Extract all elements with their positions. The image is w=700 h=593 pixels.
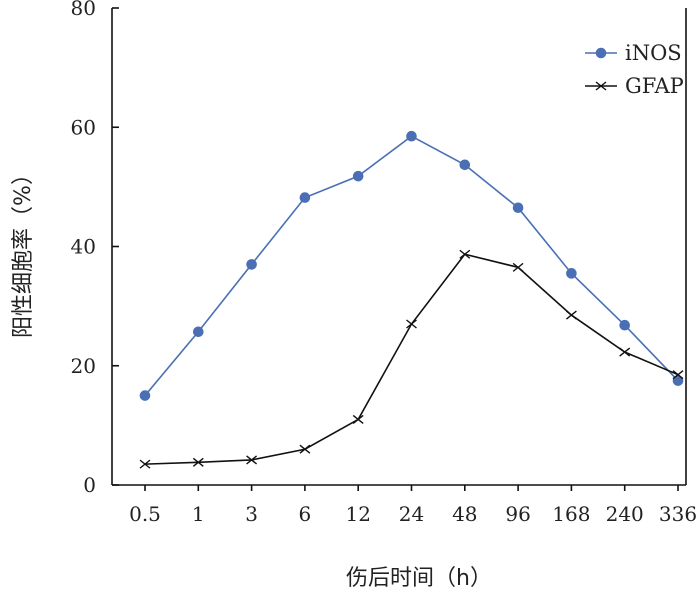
x-tick-label: 336 xyxy=(659,502,697,526)
x-tick-label: 3 xyxy=(245,502,258,526)
x-tick-label: 168 xyxy=(552,502,590,526)
chart-axes xyxy=(111,8,687,486)
legend-label: iNOS xyxy=(625,41,682,65)
chart-legend: iNOS GFAP xyxy=(585,41,684,98)
series-inos xyxy=(139,130,684,401)
data-point-gfap xyxy=(565,310,577,320)
x-tick-label: 240 xyxy=(606,502,644,526)
x-axis-label: 伤后时间（h） xyxy=(346,566,492,591)
series-gfap xyxy=(139,249,684,469)
legend-swatch-marker xyxy=(595,47,607,59)
x-marker-stroke xyxy=(246,455,258,465)
x-tick-label: 6 xyxy=(299,502,312,526)
data-point-gfap xyxy=(352,414,364,424)
legend-item-inos: iNOS xyxy=(585,41,682,65)
x-tick-label: 96 xyxy=(505,502,530,526)
x-marker-stroke xyxy=(352,414,364,424)
data-point-inos xyxy=(672,375,684,386)
data-point-inos xyxy=(139,390,151,401)
data-point-inos xyxy=(619,319,631,331)
data-point-gfap xyxy=(246,455,258,465)
data-point-gfap xyxy=(459,249,471,259)
chart-series xyxy=(139,130,684,469)
y-tick-label: 20 xyxy=(71,354,96,378)
data-point-gfap xyxy=(192,457,204,467)
x-marker-stroke xyxy=(512,262,524,272)
data-point-inos xyxy=(566,268,577,279)
x-marker-stroke xyxy=(406,319,417,329)
data-point-inos xyxy=(352,170,364,182)
x-axis-ticks: 0.5 1 3 6 12 24 48 96 168 240 336 xyxy=(129,485,697,526)
y-tick-label: 0 xyxy=(83,473,96,497)
data-point-inos xyxy=(459,159,471,171)
x-marker-stroke xyxy=(459,249,471,259)
data-point-inos xyxy=(193,326,204,338)
data-point-inos xyxy=(512,202,524,214)
x-marker-stroke xyxy=(299,444,311,454)
x-marker-stroke xyxy=(619,347,631,357)
y-axis-ticks: 0 20 40 60 80 xyxy=(71,0,119,497)
data-point-gfap xyxy=(406,319,417,329)
x-marker-stroke xyxy=(672,370,684,380)
legend-swatch-marker xyxy=(595,81,607,91)
legend-label: GFAP xyxy=(625,74,684,98)
y-tick-label: 80 xyxy=(71,0,96,20)
series-line-gfap xyxy=(144,253,679,465)
x-tick-label: 0.5 xyxy=(129,502,161,526)
data-point-gfap xyxy=(512,262,524,272)
data-point-gfap xyxy=(619,347,631,357)
x-tick-label: 12 xyxy=(345,502,370,526)
data-point-inos xyxy=(299,192,311,203)
x-tick-label: 1 xyxy=(192,502,205,526)
x-marker-stroke xyxy=(139,459,151,469)
y-axis-label: 阳性细胞率（%） xyxy=(11,163,36,338)
x-marker-stroke xyxy=(595,81,607,91)
y-tick-label: 60 xyxy=(71,115,96,139)
data-point-inos xyxy=(246,259,257,270)
data-point-gfap xyxy=(672,370,684,380)
data-point-inos xyxy=(406,130,417,142)
series-line-inos xyxy=(144,135,679,397)
data-point-gfap xyxy=(139,459,151,469)
data-point-gfap xyxy=(299,444,311,454)
y-tick-label: 40 xyxy=(71,235,96,259)
x-marker-stroke xyxy=(565,310,577,320)
x-tick-label: 24 xyxy=(399,502,424,526)
x-marker-stroke xyxy=(192,457,204,467)
x-tick-label: 48 xyxy=(452,502,477,526)
legend-item-gfap: GFAP xyxy=(585,74,684,98)
